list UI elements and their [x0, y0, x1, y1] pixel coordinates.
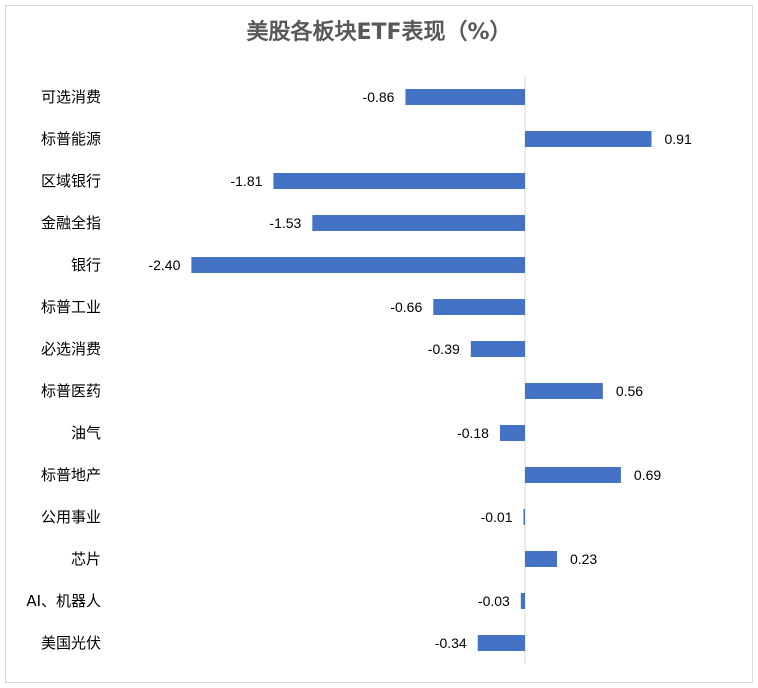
value-labels-group: -0.86 0.91 -1.81 -1.53 -2.40 -0.66 -0.39 0.56 -0…	[148, 89, 691, 651]
bar-1	[525, 131, 652, 147]
value-label-3: -1.53	[269, 215, 301, 231]
category-label-5: 标普工业	[41, 298, 101, 316]
category-label-3: 金融全指	[41, 214, 101, 232]
bar-13	[477, 635, 525, 651]
category-label-0: 可选消费	[41, 88, 101, 106]
value-label-6: -0.39	[428, 341, 460, 357]
bar-5	[433, 299, 525, 315]
category-label-8: 油气	[71, 424, 101, 442]
bar-7	[525, 383, 603, 399]
bar-12	[520, 593, 525, 609]
bar-9	[525, 467, 621, 483]
value-label-11: 0.23	[570, 551, 597, 567]
chart-frame	[5, 5, 753, 683]
bar-2	[273, 173, 525, 189]
chart-title: 美股各板块ETF表现（%）	[246, 20, 512, 45]
category-label-10: 公用事业	[41, 508, 101, 526]
value-label-13: -0.34	[435, 635, 467, 651]
bar-3	[312, 215, 525, 231]
bar-4	[191, 257, 525, 273]
category-labels-group: 可选消费标普能源区域银行金融全指银行标普工业必选消费标普医药油气标普地产公用事业…	[26, 88, 101, 652]
value-label-10: -0.01	[481, 509, 513, 525]
category-label-12: AI、机器人	[26, 592, 101, 610]
category-label-1: 标普能源	[41, 130, 101, 148]
category-label-7: 标普医药	[41, 382, 101, 400]
value-label-8: -0.18	[457, 425, 489, 441]
value-label-12: -0.03	[478, 593, 510, 609]
value-label-1: 0.91	[664, 131, 691, 147]
category-label-2: 区域银行	[41, 172, 101, 190]
category-label-13: 美国光伏	[41, 634, 101, 652]
bars-group	[191, 89, 652, 651]
value-label-0: -0.86	[363, 89, 395, 105]
bar-8	[499, 425, 525, 441]
bar-11	[525, 551, 557, 567]
value-label-5: -0.66	[390, 299, 422, 315]
value-label-4: -2.40	[148, 257, 180, 273]
bar-6	[470, 341, 525, 357]
bar-0	[405, 89, 525, 105]
value-label-2: -1.81	[230, 173, 262, 189]
category-label-4: 银行	[71, 256, 101, 274]
value-label-9: 0.69	[634, 467, 661, 483]
category-label-11: 芯片	[71, 550, 101, 568]
category-label-9: 标普地产	[41, 466, 101, 484]
value-label-7: 0.56	[616, 383, 643, 399]
bar-10	[523, 509, 525, 525]
category-label-6: 必选消费	[41, 340, 101, 358]
